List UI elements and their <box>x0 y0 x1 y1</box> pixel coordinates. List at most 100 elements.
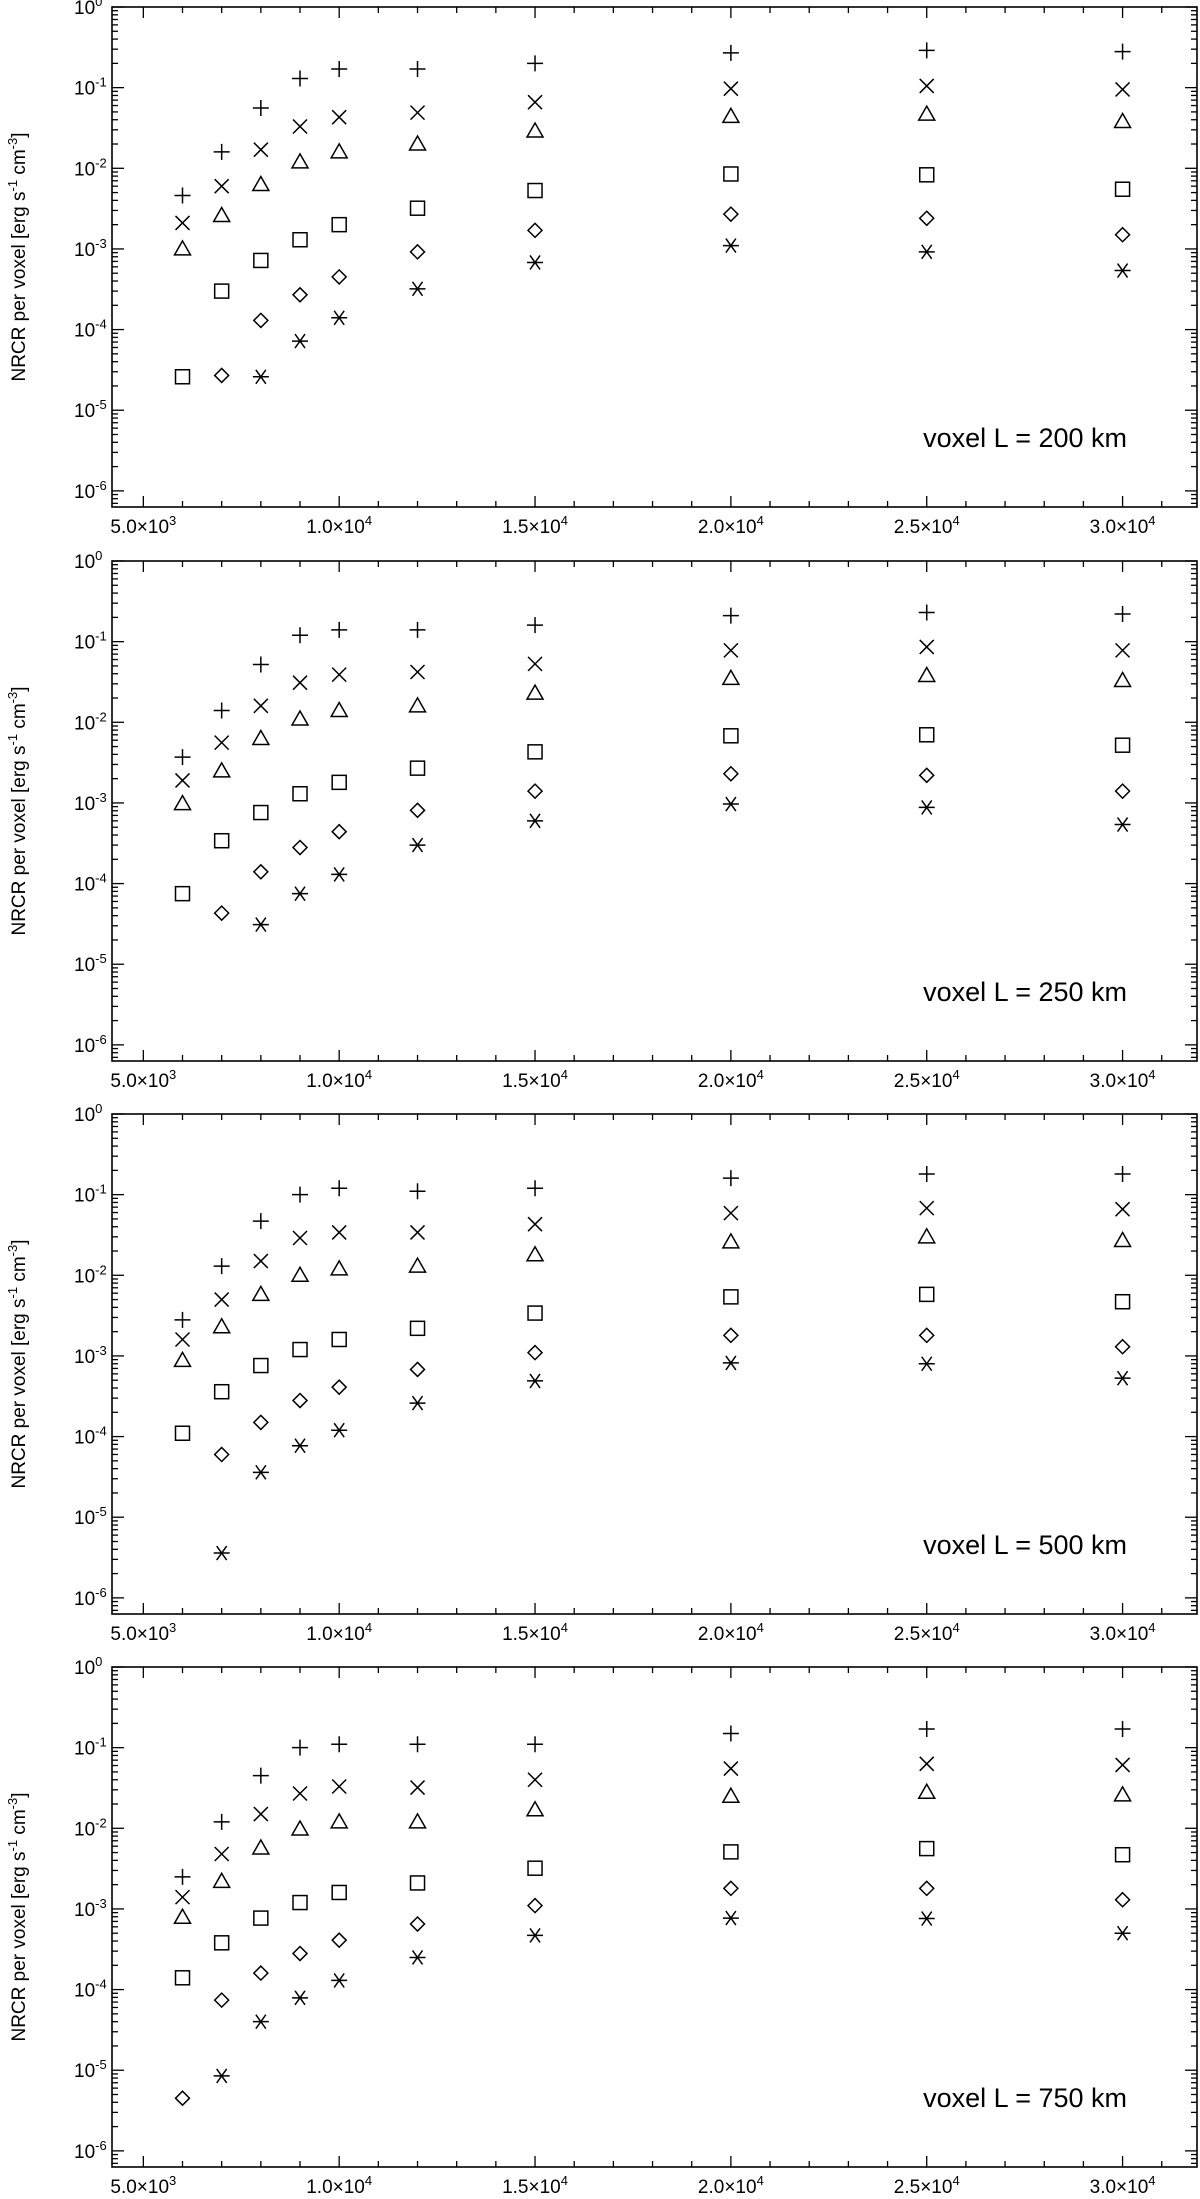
data-point-cross-2 <box>253 142 269 158</box>
y-tick-label: 10-4 <box>74 1977 107 2002</box>
y-tick-label: 10-5 <box>74 951 107 976</box>
data-point-triangle-2 <box>251 1838 271 1855</box>
data-point-asterisk-4 <box>409 1395 426 1411</box>
x-tick-label: 5.0×103 <box>110 2173 176 2198</box>
data-point-square-5 <box>409 760 426 776</box>
data-point-cross-0 <box>174 772 191 788</box>
y-tick-label: 10-2 <box>74 1815 107 1840</box>
data-point-square-7 <box>723 1289 739 1305</box>
data-point-plus-8 <box>918 1166 935 1183</box>
data-point-plus-0 <box>174 1311 191 1328</box>
data-point-cross-6 <box>527 1216 543 1232</box>
data-point-square-6 <box>527 182 543 199</box>
data-point-square-0 <box>174 369 191 385</box>
data-point-square-6 <box>527 1305 543 1321</box>
data-point-cross-7 <box>723 642 739 658</box>
data-point-diamond-1 <box>252 312 269 329</box>
data-point-asterisk-8 <box>1114 1925 1131 1941</box>
data-point-triangle-2 <box>251 1284 271 1302</box>
data-point-asterisk-0 <box>213 1545 230 1561</box>
data-point-cross-2 <box>253 1253 269 1269</box>
data-point-square-4 <box>331 1331 347 1348</box>
data-point-square-4 <box>331 216 347 233</box>
data-point-square-4 <box>331 774 347 791</box>
data-point-square-0 <box>174 1425 191 1441</box>
data-point-plus-5 <box>409 61 426 78</box>
data-point-square-2 <box>253 804 269 821</box>
data-point-square-5 <box>409 1320 426 1337</box>
x-tick-label: 2.5×104 <box>894 513 960 538</box>
data-point-square-8 <box>918 727 935 743</box>
data-point-plus-9 <box>1114 1721 1131 1738</box>
data-point-plus-8 <box>918 1721 935 1738</box>
data-point-triangle-9 <box>1113 1785 1132 1802</box>
voxel-size-annotation: voxel L = 500 km <box>923 1530 1127 1560</box>
data-point-cross-4 <box>331 1224 347 1240</box>
data-point-square-0 <box>174 1970 191 1986</box>
data-point-square-2 <box>253 1910 269 1926</box>
data-point-asterisk-0 <box>252 369 269 385</box>
data-point-cross-9 <box>1115 1201 1131 1217</box>
data-point-asterisk-5 <box>527 1927 544 1943</box>
data-point-asterisk-6 <box>918 244 935 260</box>
data-point-cross-7 <box>723 81 739 97</box>
data-point-triangle-3 <box>290 1819 310 1836</box>
data-point-asterisk-7 <box>1114 263 1131 278</box>
x-tick-label: 1.5×104 <box>502 1067 568 1092</box>
data-point-plus-4 <box>331 61 348 78</box>
data-point-square-3 <box>292 1894 308 1911</box>
data-point-asterisk-1 <box>252 2014 269 2030</box>
data-point-cross-2 <box>253 1806 269 1822</box>
data-point-cross-3 <box>292 118 308 135</box>
data-point-square-1 <box>213 1383 230 1400</box>
data-point-diamond-6 <box>722 1327 739 1344</box>
data-point-cross-8 <box>919 1756 935 1772</box>
data-point-diamond-2 <box>291 286 309 303</box>
chart-panel-2: 5.0×103 1.0×104 1.5×104 2.0×104 2.5×104 3.0×1… <box>5 548 1198 1092</box>
y-tick-label: 10-2 <box>74 709 107 734</box>
data-point-diamond-3 <box>331 1379 348 1396</box>
data-point-cross-5 <box>409 1780 426 1796</box>
data-point-asterisk-3 <box>409 837 426 853</box>
y-axis-label: NRCR per voxel [erg s-1 cm-3] <box>5 1792 30 2041</box>
data-point-asterisk-2 <box>331 866 348 882</box>
data-point-triangle-9 <box>1113 670 1132 688</box>
data-point-plus-8 <box>918 604 935 621</box>
data-point-cross-5 <box>409 105 426 121</box>
data-point-triangle-9 <box>1113 1230 1132 1248</box>
data-point-diamond-5 <box>526 1344 544 1361</box>
data-point-triangle-8 <box>917 666 937 683</box>
data-point-plus-6 <box>527 1736 544 1753</box>
data-point-asterisk-2 <box>331 310 348 326</box>
data-point-plus-5 <box>409 1183 426 1200</box>
data-point-plus-4 <box>331 1736 348 1753</box>
data-point-cross-4 <box>331 1778 347 1795</box>
data-point-plus-3 <box>292 627 309 644</box>
y-tick-label: 10-1 <box>74 75 107 100</box>
y-tick-label: 10-6 <box>74 2138 107 2163</box>
data-point-square-5 <box>409 1875 426 1891</box>
y-tick-label: 10-5 <box>74 2057 107 2082</box>
data-point-diamond-3 <box>331 823 348 840</box>
data-point-diamond-4 <box>409 1361 426 1378</box>
data-point-cross-6 <box>527 656 543 672</box>
data-point-triangle-7 <box>721 668 741 686</box>
data-point-triangle-6 <box>525 683 545 700</box>
data-point-plus-0 <box>174 749 191 766</box>
data-point-asterisk-2 <box>292 1990 309 2006</box>
y-tick-label: 10-2 <box>74 155 107 180</box>
data-point-triangle-5 <box>408 1256 427 1273</box>
data-point-square-4 <box>331 1884 347 1901</box>
data-point-cross-1 <box>214 178 230 194</box>
data-point-asterisk-3 <box>331 1972 348 1988</box>
data-point-plus-3 <box>292 70 309 87</box>
data-point-triangle-8 <box>917 1227 937 1244</box>
x-tick-label: 3.0×104 <box>1090 2173 1156 2198</box>
data-point-square-8 <box>918 167 935 183</box>
data-point-cross-2 <box>253 698 269 714</box>
voxel-size-annotation: voxel L = 250 km <box>923 977 1127 1007</box>
data-point-triangle-7 <box>721 1786 741 1803</box>
data-point-plus-4 <box>331 621 348 638</box>
data-point-triangle-4 <box>329 1259 349 1276</box>
